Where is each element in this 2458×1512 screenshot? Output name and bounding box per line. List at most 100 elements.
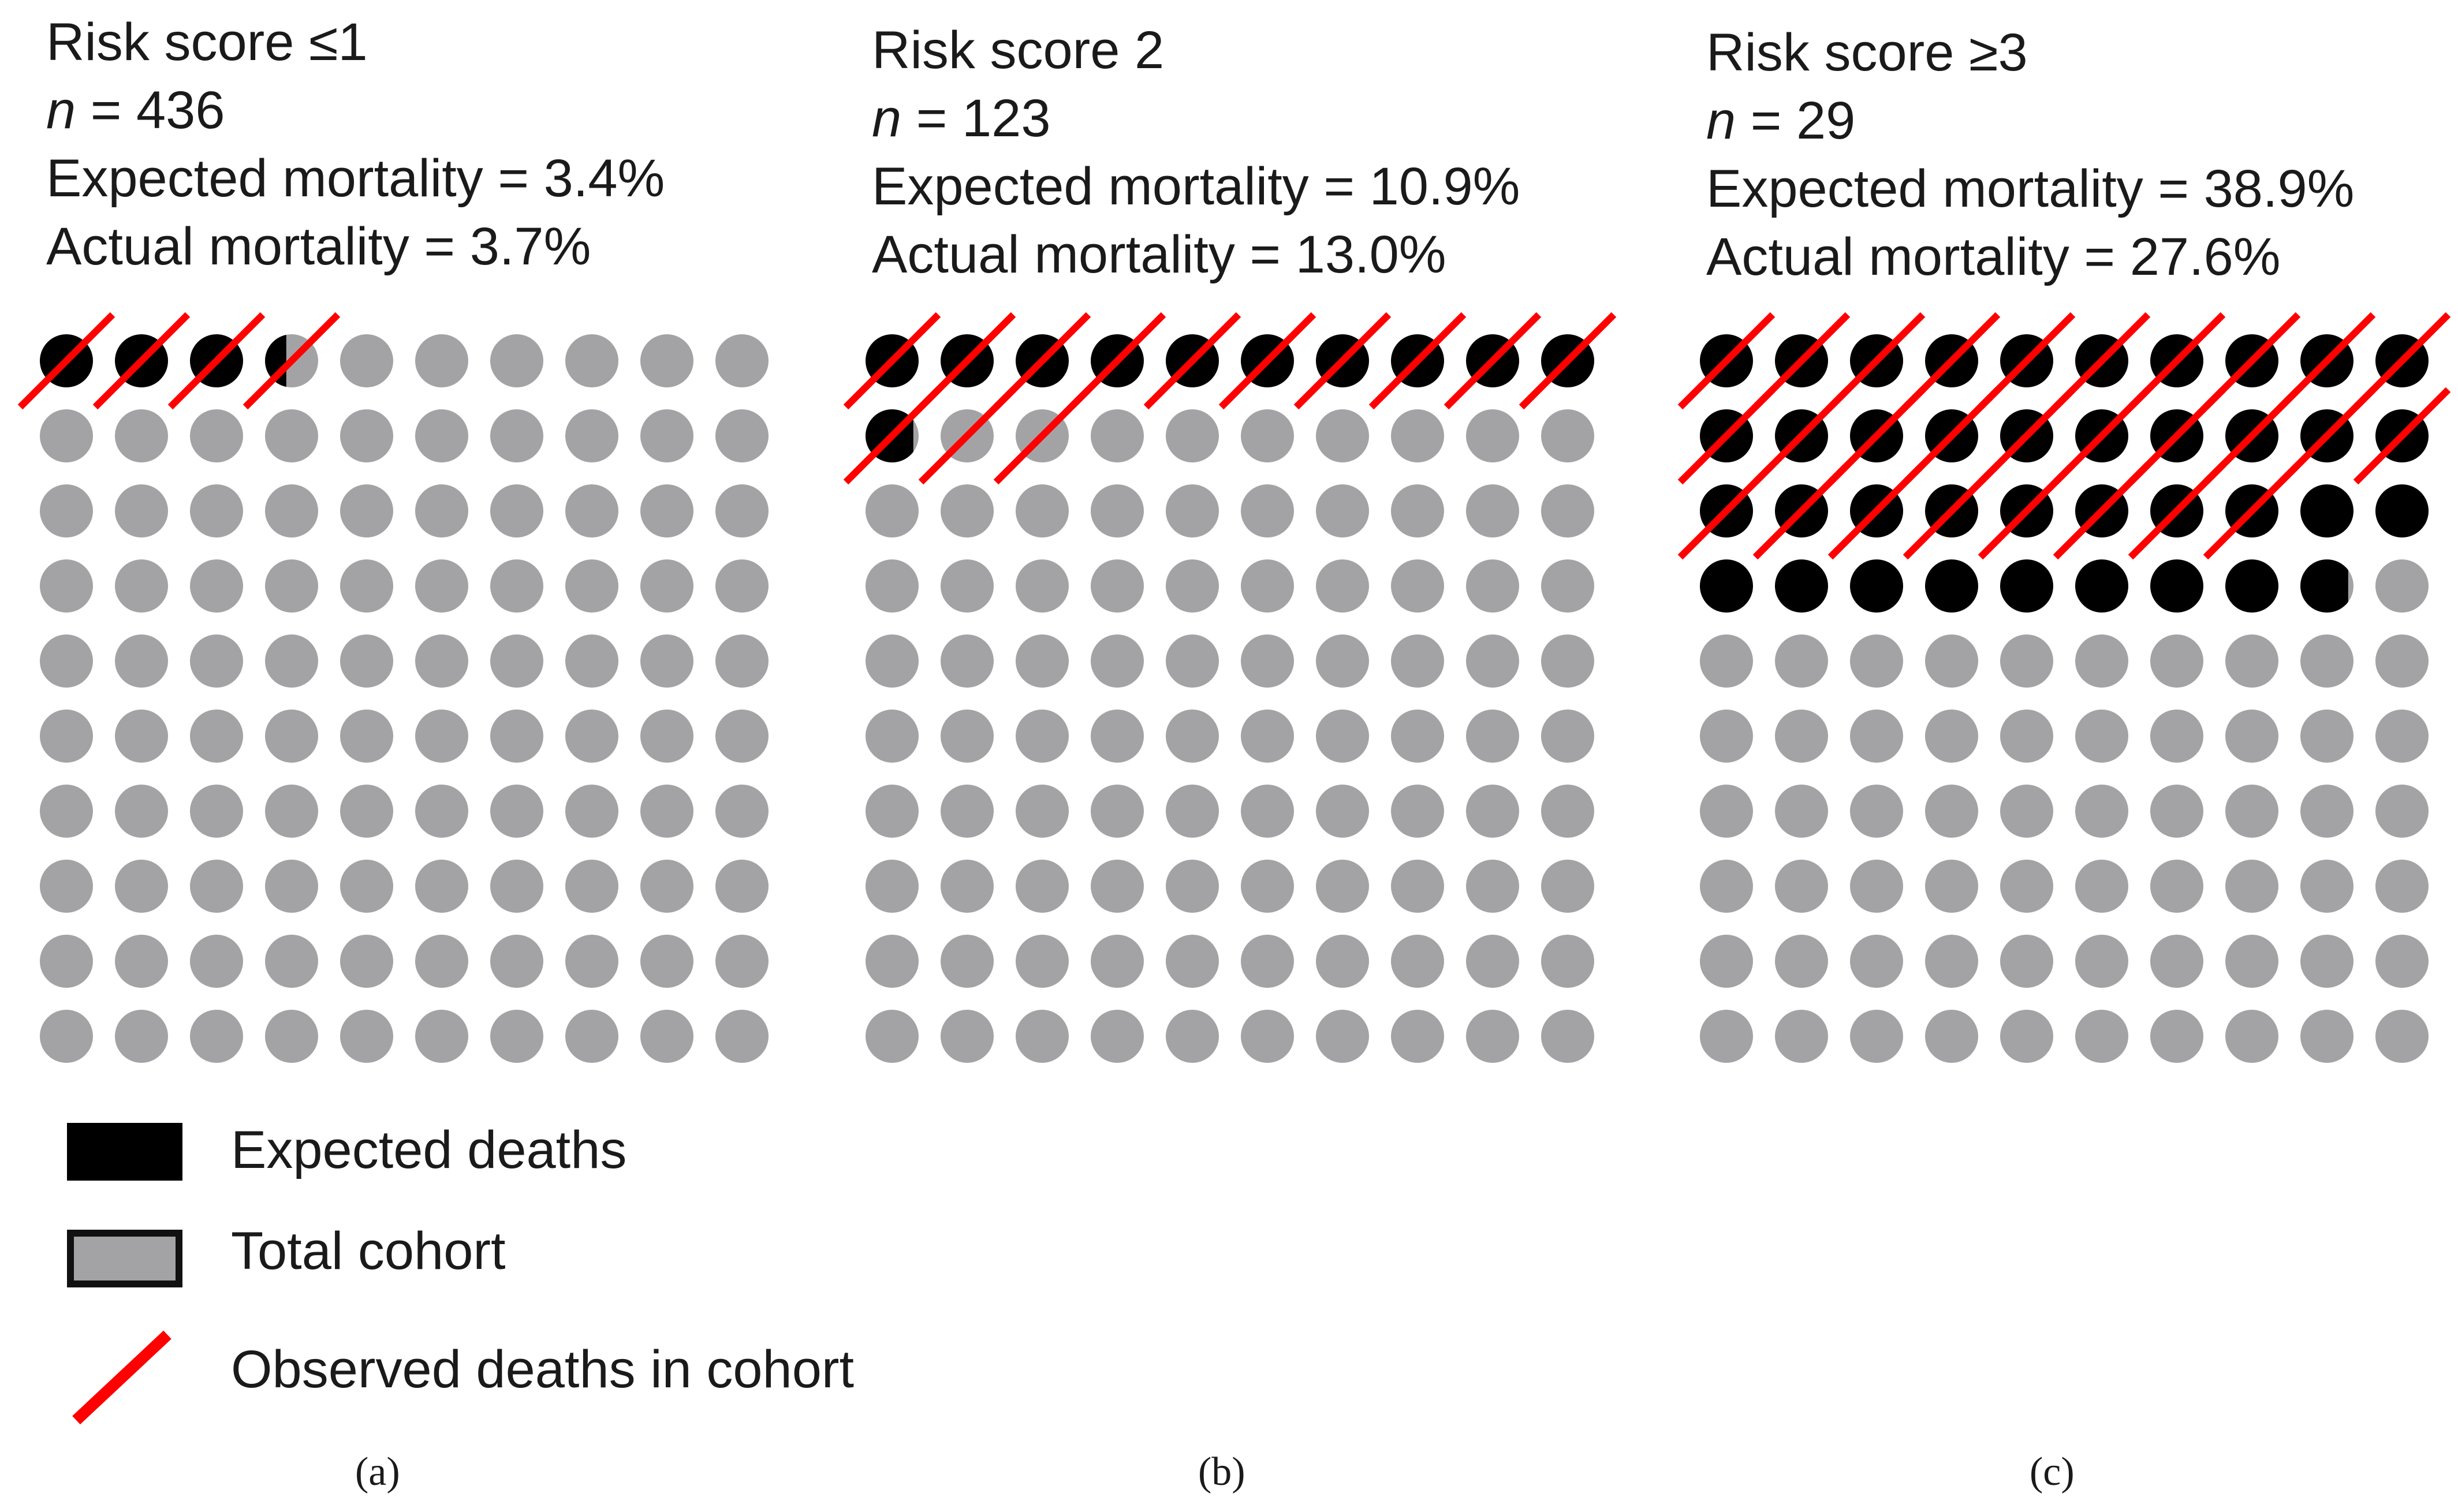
icon-cohort	[1166, 1010, 1219, 1063]
icon-cohort	[1700, 860, 1753, 913]
icon-cohort	[1700, 1010, 1753, 1063]
icon-cohort	[1925, 935, 1978, 988]
icon-cohort	[1016, 710, 1069, 763]
icon-expected-death	[2375, 484, 2429, 537]
icon-cohort	[265, 634, 318, 688]
icon-cohort	[2150, 634, 2203, 688]
observed-death-slash	[2353, 387, 2451, 485]
icon-cohort	[115, 935, 168, 988]
panel-a-n-value: = 436	[76, 81, 225, 140]
icon-cohort	[640, 409, 693, 462]
observed-slashes	[1677, 312, 2451, 560]
icon-cohort	[2375, 860, 2429, 913]
icon-cohort	[1541, 860, 1594, 913]
icon-cohort	[115, 559, 168, 613]
icon-cohort	[866, 710, 919, 763]
panel-c-title: Risk score ≥3	[1706, 23, 2028, 82]
icon-cohort	[2000, 710, 2053, 763]
icon-cohort	[265, 860, 318, 913]
icon-cohort	[1016, 935, 1069, 988]
panel-c: Risk score ≥3 n = 29 Expected mortality …	[1677, 0, 2458, 1512]
panel-a-expected-mortality: Expected mortality = 3.4%	[46, 149, 665, 208]
panel-b: Risk score 2 n = 123 Expected mortality …	[843, 0, 1657, 1512]
icon-cohort	[565, 334, 618, 387]
icon-cohort	[1391, 559, 1444, 613]
icon-cohort	[415, 1010, 468, 1063]
icon-cohort	[115, 710, 168, 763]
icon-cohort	[340, 785, 393, 838]
icon-cohort	[1316, 785, 1369, 838]
observed-death-slash	[1293, 312, 1392, 410]
icon-cohort	[1016, 559, 1069, 613]
icon-cohort	[565, 785, 618, 838]
icon-cohort	[640, 710, 693, 763]
icon-cohort	[1016, 785, 1069, 838]
icon-cohort	[1316, 559, 1369, 613]
icon-cohort	[490, 860, 543, 913]
icon-cohort	[340, 935, 393, 988]
icon-cohort	[1541, 935, 1594, 988]
icon-cohort	[1316, 409, 1369, 462]
icon-cohort	[2375, 1010, 2429, 1063]
observed-death-slash	[1903, 462, 2001, 560]
observed-death-slash	[843, 387, 941, 485]
icon-cohort	[415, 785, 468, 838]
icon-cohort	[1925, 860, 1978, 913]
icon-cohort	[1166, 935, 1219, 988]
icon-cohort	[265, 1010, 318, 1063]
icon-cohort	[265, 484, 318, 537]
icon-cohort	[340, 634, 393, 688]
icon-cohort	[190, 559, 243, 613]
observed-death-slash	[243, 312, 341, 410]
icon-cohort	[40, 1010, 93, 1063]
icon-expected-death	[1925, 559, 1978, 613]
icon-cohort	[2075, 860, 2128, 913]
observed-death-slash	[17, 312, 115, 410]
observed-death-slash	[2128, 462, 2226, 560]
icon-cohort	[1391, 484, 1444, 537]
icon-cohort	[1925, 634, 1978, 688]
icon-cohort	[490, 559, 543, 613]
icon-cohort	[1316, 1010, 1369, 1063]
icon-cohort	[1700, 634, 1753, 688]
icon-cohort	[1850, 710, 1903, 763]
icon-cohort	[40, 860, 93, 913]
n-symbol: n	[46, 81, 76, 140]
icon-cohort	[866, 935, 919, 988]
icon-cohort	[941, 785, 994, 838]
icon-cohort	[941, 634, 994, 688]
icon-cohort	[1775, 785, 1828, 838]
icon-cohort	[1541, 484, 1594, 537]
icon-cohort	[190, 710, 243, 763]
icon-cohort	[1241, 484, 1294, 537]
icon-cohort	[715, 710, 769, 763]
observed-death-slash	[1752, 462, 1851, 560]
icon-cohort	[2075, 634, 2128, 688]
icon-cohort	[1850, 935, 1903, 988]
panel-b-expected-mortality: Expected mortality = 10.9%	[872, 157, 1520, 216]
icon-cohort	[340, 484, 393, 537]
icon-cohort	[40, 484, 93, 537]
panel-a-title: Risk score ≤1	[46, 13, 368, 72]
icon-cohort	[640, 1010, 693, 1063]
icon-cohort	[1241, 634, 1294, 688]
icon-expected-death	[2075, 559, 2128, 613]
icon-cohort	[2300, 710, 2353, 763]
icon-cohort	[2300, 785, 2353, 838]
observed-death-slash	[993, 387, 1091, 485]
panel-a-actual-mortality: Actual mortality = 3.7%	[46, 217, 591, 276]
icon-cohort	[2000, 634, 2053, 688]
panel-a-icon-array	[17, 312, 769, 1063]
icon-cohort	[1241, 409, 1294, 462]
icon-cohort	[1091, 860, 1144, 913]
icon-cohort	[941, 860, 994, 913]
icon-cohort	[340, 860, 393, 913]
icon-cohort	[1016, 484, 1069, 537]
icon-cohort	[415, 935, 468, 988]
observed-death-slash	[1677, 312, 1776, 410]
icon-expected-death	[2225, 559, 2278, 613]
icon-cohort	[1925, 710, 1978, 763]
icon-cohort	[1466, 785, 1519, 838]
observed-slashes	[843, 312, 1617, 485]
icon-cohort	[565, 860, 618, 913]
